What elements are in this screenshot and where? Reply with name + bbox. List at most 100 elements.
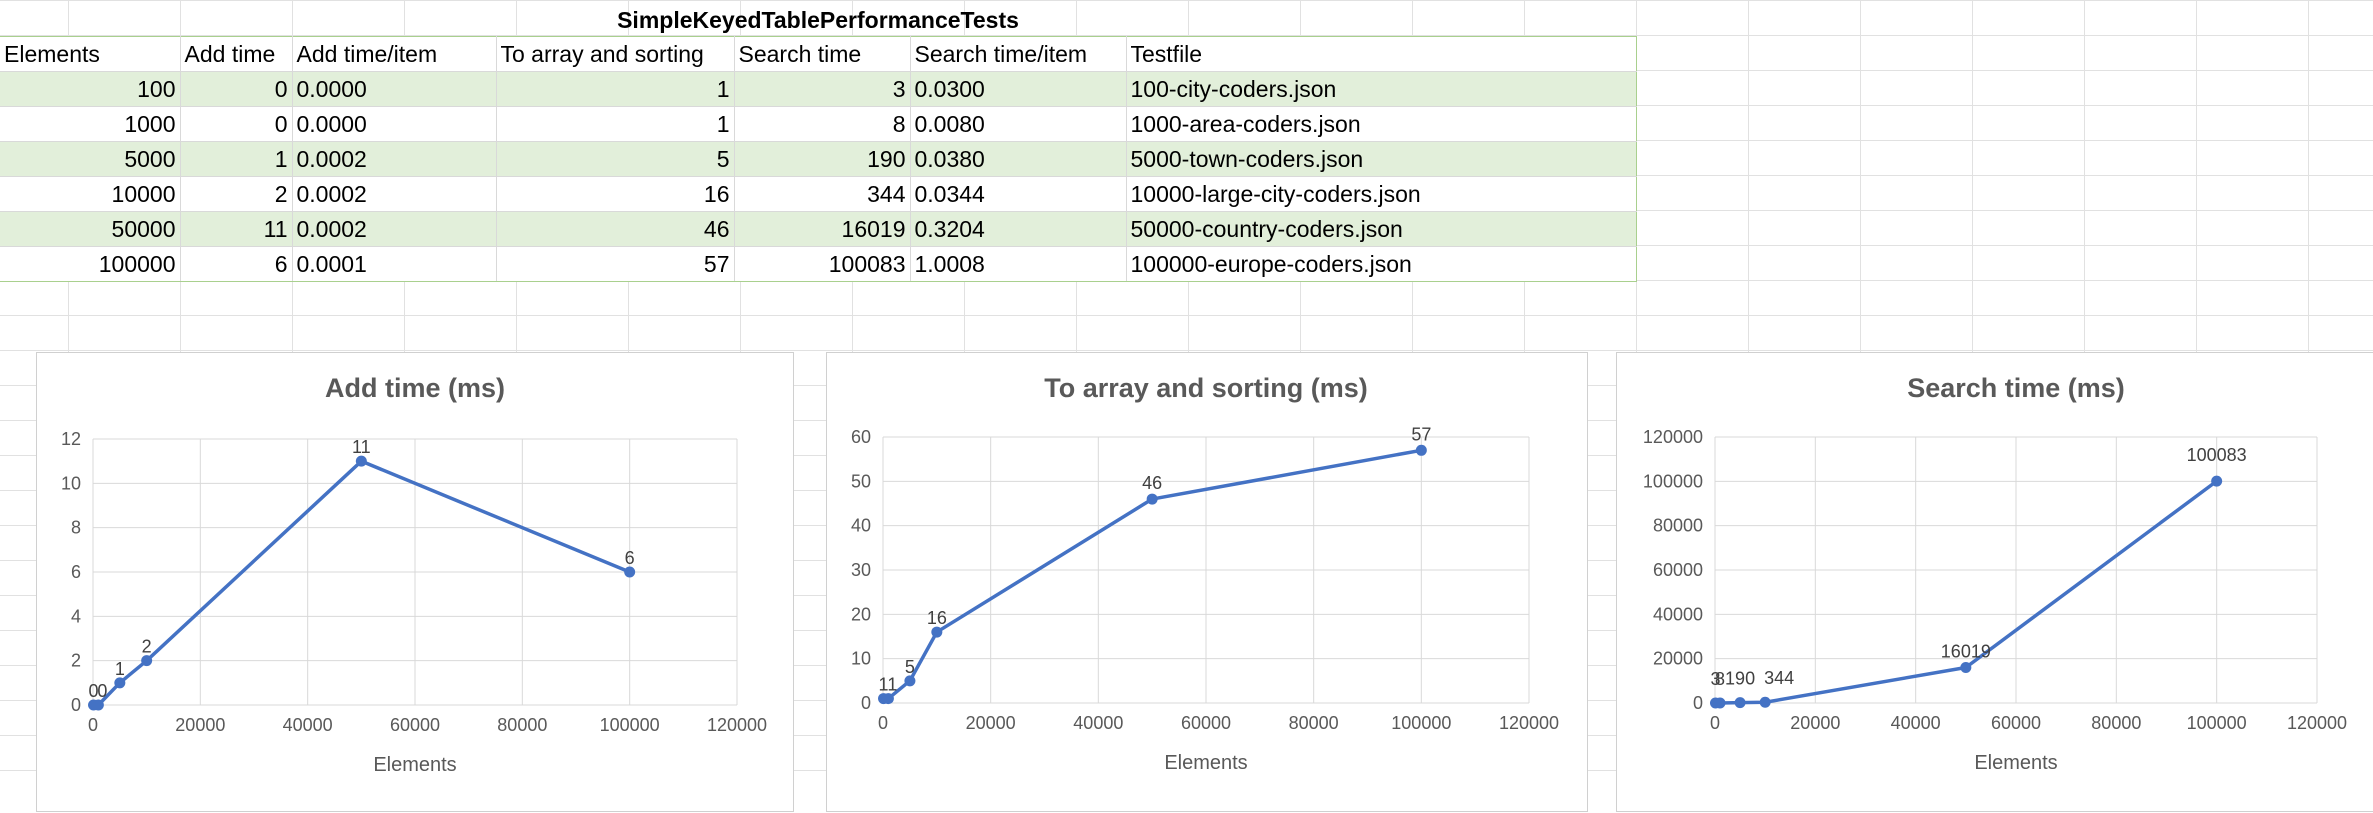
x-tick-label: 0 <box>878 713 888 733</box>
data-point[interactable] <box>931 626 943 638</box>
chart-to-array-sorting[interactable]: To array and sorting (ms) 0 10 20 30 40 50 60 0 2… <box>826 352 1588 812</box>
data-point[interactable] <box>92 699 104 711</box>
y-tick-label: 40 <box>851 516 871 536</box>
header-search-time[interactable]: Search time <box>734 36 911 72</box>
y-tick-label: 2 <box>71 651 81 671</box>
y-tick-label: 10 <box>851 649 871 669</box>
cell-search-time-item[interactable]: 0.0080 <box>910 106 1127 142</box>
cell-search-time-item[interactable]: 0.0344 <box>910 176 1127 212</box>
cell-add-time-item[interactable]: 0.0002 <box>292 141 497 177</box>
data-point[interactable] <box>2211 475 2223 487</box>
cell-add-time-item[interactable]: 0.0001 <box>292 246 497 282</box>
header-search-time-item[interactable]: Search time/item <box>910 36 1127 72</box>
header-row: Elements Add time Add time/item To array… <box>0 36 1637 72</box>
data-point[interactable] <box>1960 661 1972 673</box>
cell-add-time[interactable]: 1 <box>180 141 293 177</box>
data-point[interactable] <box>904 675 916 687</box>
data-point[interactable] <box>1415 444 1427 456</box>
cell-add-time-item[interactable]: 0.0000 <box>292 106 497 142</box>
header-testfile[interactable]: Testfile <box>1126 36 1637 72</box>
x-tick-label: 80000 <box>1289 713 1339 733</box>
cell-testfile[interactable]: 1000-area-coders.json <box>1126 106 1637 142</box>
cell-search-time-item[interactable]: 0.0300 <box>910 71 1127 107</box>
cell-testfile[interactable]: 100000-europe-coders.json <box>1126 246 1637 282</box>
cell-to-array-sorting[interactable]: 46 <box>496 211 735 247</box>
cell-add-time[interactable]: 6 <box>180 246 293 282</box>
cell-search-time[interactable]: 16019 <box>734 211 911 247</box>
cell-testfile[interactable]: 5000-town-coders.json <box>1126 141 1637 177</box>
header-add-time[interactable]: Add time <box>180 36 293 72</box>
header-to-array-sorting[interactable]: To array and sorting <box>496 36 735 72</box>
cell-to-array-sorting[interactable]: 5 <box>496 141 735 177</box>
cell-elements[interactable]: 100 <box>0 71 181 107</box>
data-label: 46 <box>1142 473 1162 493</box>
table-row: 10000 2 0.0002 16 344 0.0344 10000-large… <box>0 176 1637 212</box>
header-add-time-item[interactable]: Add time/item <box>292 36 497 72</box>
cell-to-array-sorting[interactable]: 16 <box>496 176 735 212</box>
cell-search-time-item[interactable]: 0.3204 <box>910 211 1127 247</box>
cell-search-time[interactable]: 3 <box>734 71 911 107</box>
chart-search-time-svg: Search time (ms) 0 20000 40000 60000 80000 100… <box>1643 373 2347 774</box>
data-point[interactable] <box>141 655 153 667</box>
y-tick-label: 120000 <box>1643 427 1703 447</box>
table-row: 100 0 0.0000 1 3 0.0300 100-city-coders.… <box>0 71 1637 107</box>
cell-add-time[interactable]: 11 <box>180 211 293 247</box>
cell-add-time-item[interactable]: 0.0000 <box>292 71 497 107</box>
cell-search-time-item[interactable]: 0.0380 <box>910 141 1127 177</box>
data-point[interactable] <box>1759 696 1771 708</box>
x-tick-label: 40000 <box>1891 713 1941 733</box>
header-elements[interactable]: Elements <box>0 36 181 72</box>
cell-search-time[interactable]: 8 <box>734 106 911 142</box>
cell-to-array-sorting[interactable]: 1 <box>496 106 735 142</box>
cell-search-time[interactable]: 190 <box>734 141 911 177</box>
cell-testfile[interactable]: 100-city-coders.json <box>1126 71 1637 107</box>
x-tick-label: 40000 <box>283 715 333 735</box>
cell-elements[interactable]: 10000 <box>0 176 181 212</box>
y-tick-label: 60000 <box>1653 560 1703 580</box>
data-point[interactable] <box>1714 697 1726 709</box>
cell-elements[interactable]: 5000 <box>0 141 181 177</box>
data-label: 100083 <box>2187 445 2247 465</box>
cell-elements[interactable]: 100000 <box>0 246 181 282</box>
cell-add-time[interactable]: 0 <box>180 71 293 107</box>
cell-search-time-item[interactable]: 1.0008 <box>910 246 1127 282</box>
data-point[interactable] <box>1146 493 1158 505</box>
cell-search-time[interactable]: 344 <box>734 176 911 212</box>
data-point[interactable] <box>355 455 367 467</box>
x-tick-label: 120000 <box>1499 713 1559 733</box>
chart-add-time[interactable]: Add time (ms) 0 2 4 6 8 10 12 0 20000 40000 60000 80… <box>36 352 794 812</box>
x-tick-label: 20000 <box>966 713 1016 733</box>
cell-elements[interactable]: 1000 <box>0 106 181 142</box>
y-tick-label: 80000 <box>1653 516 1703 536</box>
data-point[interactable] <box>114 677 126 689</box>
cell-to-array-sorting[interactable]: 57 <box>496 246 735 282</box>
x-tick-label: 20000 <box>175 715 225 735</box>
cell-to-array-sorting[interactable]: 1 <box>496 71 735 107</box>
data-label: 16019 <box>1941 641 1991 661</box>
chart-search-time[interactable]: Search time (ms) 0 20000 40000 60000 80000 100… <box>1616 352 2373 812</box>
data-point[interactable] <box>624 566 636 578</box>
cell-testfile[interactable]: 50000-country-coders.json <box>1126 211 1637 247</box>
y-tick-label: 40000 <box>1653 604 1703 624</box>
x-tick-label: 60000 <box>1991 713 2041 733</box>
cell-search-time[interactable]: 100083 <box>734 246 911 282</box>
y-tick-label: 0 <box>861 693 871 713</box>
data-label: 3 <box>1710 669 1720 689</box>
cell-testfile[interactable]: 10000-large-city-coders.json <box>1126 176 1637 212</box>
sheet-title[interactable]: SimpleKeyedTablePerformanceTests <box>617 7 1019 33</box>
cell-add-time[interactable]: 0 <box>180 106 293 142</box>
y-tick-label: 20 <box>851 604 871 624</box>
data-point[interactable] <box>1734 697 1746 709</box>
data-point[interactable] <box>882 693 894 705</box>
cell-add-time-item[interactable]: 0.0002 <box>292 176 497 212</box>
cell-add-time[interactable]: 2 <box>180 176 293 212</box>
table-row: 100000 6 0.0001 57 100083 1.0008 100000-… <box>0 246 1637 282</box>
data-label: 0 <box>89 681 99 701</box>
table-row: 5000 1 0.0002 5 190 0.0380 5000-town-cod… <box>0 141 1637 177</box>
cell-add-time-item[interactable]: 0.0002 <box>292 211 497 247</box>
data-label: 8 <box>1715 669 1725 689</box>
x-tick-label: 60000 <box>390 715 440 735</box>
y-tick-label: 30 <box>851 560 871 580</box>
cell-elements[interactable]: 50000 <box>0 211 181 247</box>
data-label: 1 <box>115 659 125 679</box>
